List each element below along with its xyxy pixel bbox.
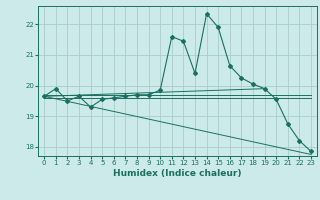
X-axis label: Humidex (Indice chaleur): Humidex (Indice chaleur): [113, 169, 242, 178]
